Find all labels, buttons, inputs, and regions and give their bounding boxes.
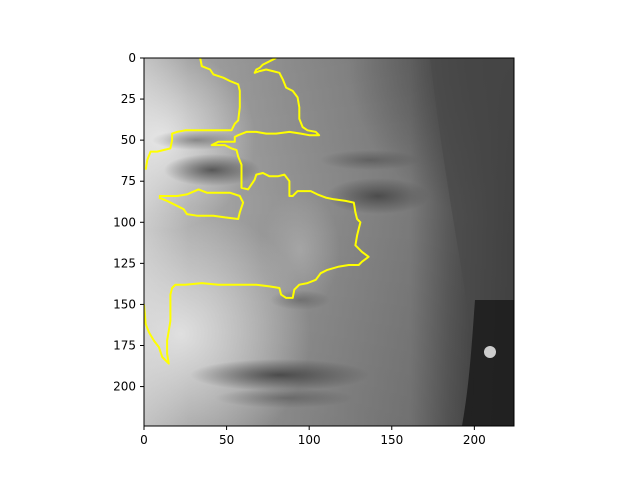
x-tick-label: 200	[463, 433, 486, 447]
x-tick-label: 100	[298, 433, 321, 447]
contour-line-3	[158, 188, 245, 220]
y-tick-label: 50	[121, 133, 136, 147]
face-photo	[144, 58, 514, 426]
y-tick-label: 0	[128, 51, 136, 65]
y-tick-label: 175	[113, 339, 136, 353]
y-tick-label: 200	[113, 380, 136, 394]
y-axis: 0 25 50 75 100 125 150 175 200	[113, 51, 144, 394]
y-tick-label: 75	[121, 174, 136, 188]
y-tick-label: 150	[113, 297, 136, 311]
x-axis: 0 50 100 150 200	[140, 426, 486, 447]
y-tick-label: 25	[121, 92, 136, 106]
overlay-contours	[144, 58, 370, 365]
x-tick-label: 0	[140, 433, 148, 447]
x-tick-label: 150	[380, 433, 403, 447]
y-tick-label: 100	[113, 215, 136, 229]
y-tick-label: 125	[113, 256, 136, 270]
plot-frame	[143, 57, 515, 427]
contour-line-1	[144, 58, 241, 170]
axes: 0 50 100 150 200 0 25 50 75 100 125 150 175 200	[113, 51, 515, 447]
x-tick-label: 50	[219, 433, 234, 447]
contour-line-2	[144, 58, 370, 365]
